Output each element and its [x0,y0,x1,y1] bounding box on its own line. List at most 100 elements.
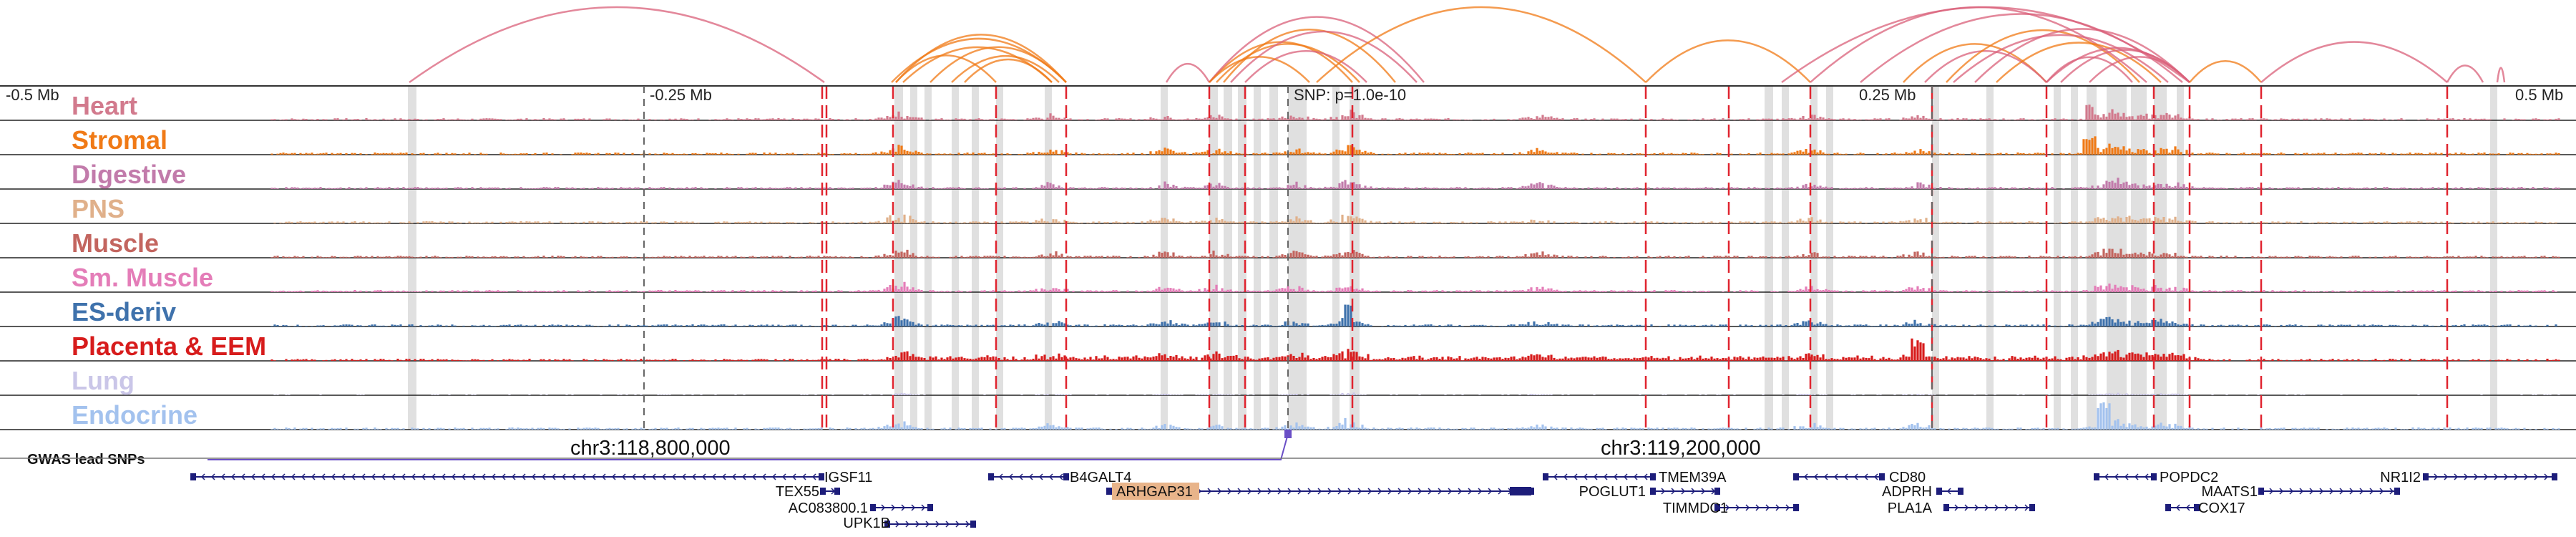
chromatin-link-arc [2446,64,2484,83]
track-signal [270,105,2560,120]
gene-label: UPK1B [843,516,890,531]
gene-exon [1543,473,1548,480]
gene-exon [884,521,890,528]
gene-exon [1714,504,1720,511]
chromatin-link-arc [895,54,997,83]
chromatin-link-arc [951,54,1060,83]
gene-label: COX17 [2198,500,2245,516]
chromatin-link-arc [409,6,825,84]
track-labels: Heart Stromal Digestive PNS Muscle Sm. M… [72,91,266,430]
gene-b4galt4[interactable]: B4GALT4 [988,470,1131,485]
gene-cox17[interactable]: COX17 [2165,500,2245,516]
chromatin-link-arc [1223,29,1396,83]
gene-exon [2423,473,2429,480]
chromatin-link-arc [2260,41,2448,83]
ruler-label-neg-quarter: -0.25 Mb [650,86,712,104]
strand-arrow-icon [895,521,970,528]
gene-exon [1879,473,1885,480]
gene-ac083800-1[interactable]: AC083800.1 [789,500,933,516]
chromatin-link-arc [2089,56,2190,83]
gene-adprh[interactable]: ADPRH [1882,484,1963,500]
strand-arrow-icon [1803,473,1878,480]
gene-arhgap31[interactable]: ARHGAP31 [1106,483,1534,500]
chromatin-link-arc [1924,50,2047,83]
gene-label: IGSF11 [824,470,872,485]
gene-maats1[interactable]: MAATS1 [2201,484,2400,500]
gene-label: PLA1A [1888,500,1933,516]
strand-arrow-icon [2175,504,2190,511]
strand-arrow-icon [2269,488,2394,495]
gene-tex55[interactable]: TEX55 [776,484,840,500]
ruler: -0.5 Mb -0.25 Mb 0.25 Mb 0.5 Mb SNP: p=1… [0,85,2576,430]
gene-exon [2094,473,2099,480]
track-signal [270,338,2560,361]
chromatin-link-arc [1244,50,1367,83]
chromatin-link-arc [1996,42,2162,83]
signal-tracks [0,105,2576,430]
gene-exon [1106,488,1112,495]
gene-cd80[interactable]: CD80 [1793,470,1926,485]
gene-exon [1714,488,1720,495]
snp-label: SNP: p=1.0e-10 [1294,86,1406,104]
chromatin-link-arc [2496,67,2506,83]
gene-poglut1[interactable]: POGLUT1 [1579,484,1720,500]
gene-label: AC083800.1 [789,500,868,516]
gene-timmdc1[interactable]: TIMMDC1 [1663,500,1799,516]
gene-label: MAATS1 [2201,484,2258,500]
chromatin-link-arc [895,34,1067,83]
track-signal [270,402,2560,430]
gene-exon [1650,473,1656,480]
gene-exon [988,473,994,480]
track-label-lung: Lung [72,366,135,395]
gene-upk1b[interactable]: UPK1B [843,516,976,531]
coord-label-left: chr3:118,800,000 [570,437,731,460]
chromatin-link-arc [1316,6,1646,83]
chromatin-link-arc [1230,30,1418,83]
chromatin-link-arc [1645,39,1811,83]
track-signal [273,214,2557,223]
gene-label: CD80 [1889,470,1926,485]
gene-popdc2[interactable]: POPDC2 [2094,470,2218,485]
gene-label: TEX55 [776,484,819,500]
strand-arrow-icon [200,473,816,480]
gene-exon [819,473,824,480]
gwas-snp-marker [1284,430,1292,438]
gene-exon [2029,504,2035,511]
chromatin-link-arc [1974,28,2190,83]
gene-highlight-box [1112,483,1199,500]
chromatin-link-arc [930,46,1067,83]
gene-tmem39a[interactable]: TMEM39A [1543,470,1727,485]
gene-label: POPDC2 [2160,470,2218,485]
strand-arrow-icon [881,504,926,511]
gene-label: NR1I2 [2380,470,2421,485]
gene-exon [2194,504,2200,511]
chromatin-link-arc [1810,6,2147,83]
strand-arrow-icon [2104,473,2149,480]
gene-exon [1936,488,1942,495]
chromatin-link-arc [1946,29,2140,83]
chromatin-link-arc [2189,59,2262,83]
chromatin-link-arc [1216,43,1360,83]
strand-arrow-icon [1954,504,2029,511]
gene-exon [2552,473,2557,480]
gene-exon [2151,473,2157,480]
chromatin-link-arc [1165,62,1211,83]
gene-pla1a[interactable]: PLA1A [1888,500,2035,516]
gene-nr1i2[interactable]: NR1I2 [2380,470,2557,485]
track-signal [270,304,2557,326]
chromatin-link-arc [964,58,1053,83]
strand-arrow-icon [998,473,1063,480]
strand-arrow-icon [1553,473,1648,480]
gene-exon [190,473,196,480]
gene-exon [1793,473,1799,480]
gene-exon [820,488,826,495]
chromatin-link-arc [2046,56,2133,83]
gene-exon [1958,488,1963,495]
gene-igsf11[interactable]: IGSF11 [190,470,872,485]
track-label-endocrine: Endocrine [72,400,197,430]
chromatin-link-arcs [409,6,2506,84]
gene-exon [1510,487,1531,495]
strand-arrow-icon [1725,504,1790,511]
strand-arrow-icon [1661,488,1716,495]
